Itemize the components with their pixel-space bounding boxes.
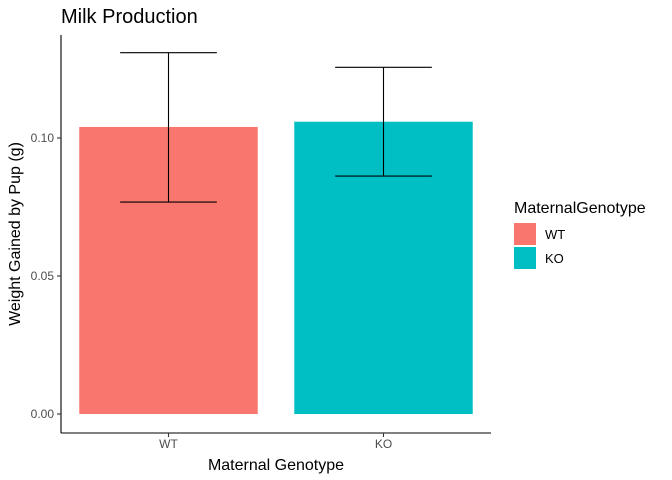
y-tick-label: 0.00: [31, 407, 55, 421]
legend-items: WT KO: [514, 223, 565, 269]
x-tick-label: KO: [375, 437, 392, 451]
error-bar-wt: [120, 52, 217, 203]
legend: MaternalGenotype WT KO: [514, 200, 646, 269]
y-axis-title: Weight Gained by Pup (g): [7, 142, 24, 326]
legend-label-ko: KO: [545, 251, 564, 266]
plot-area: [79, 52, 473, 415]
chart-title: Milk Production: [61, 6, 198, 28]
y-tick-label: 0.10: [31, 131, 55, 145]
x-axis-title: Maternal Genotype: [208, 457, 344, 474]
y-tick-label: 0.05: [31, 269, 55, 283]
legend-title: MaternalGenotype: [514, 200, 646, 217]
legend-swatch-wt: [514, 223, 536, 245]
legend-label-wt: WT: [545, 227, 565, 242]
legend-swatch-ko: [514, 247, 536, 269]
x-axis-ticks: WT KO: [159, 433, 392, 451]
x-tick-label: WT: [159, 437, 178, 451]
error-bar-ko: [335, 66, 432, 177]
y-axis-ticks: 0.00 0.05 0.10: [31, 131, 61, 421]
